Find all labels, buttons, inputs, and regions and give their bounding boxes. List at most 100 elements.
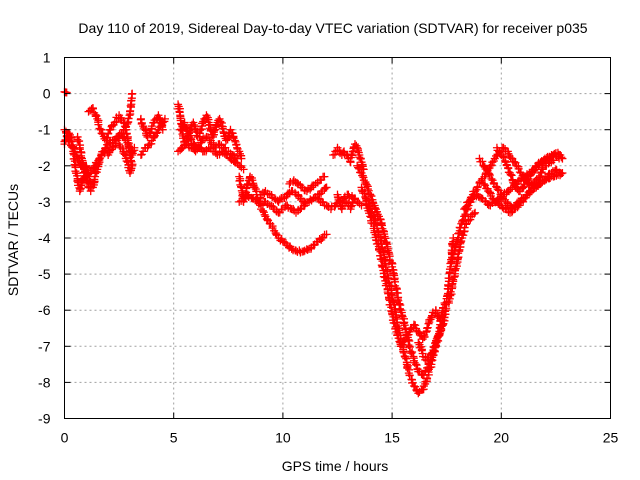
data-point (95, 124, 104, 133)
data-point (462, 202, 471, 211)
x-tick-label: 20 (494, 430, 510, 446)
data-point (470, 209, 479, 218)
data-point (499, 153, 508, 162)
data-point (414, 338, 423, 347)
data-point (194, 143, 203, 152)
data-point (215, 140, 224, 149)
data-point (399, 348, 408, 357)
data-point (473, 182, 482, 191)
data-point (348, 151, 357, 160)
data-point (412, 361, 421, 370)
data-point (506, 185, 515, 194)
data-point (456, 223, 465, 232)
data-point (196, 138, 205, 147)
data-point (390, 318, 399, 327)
x-tick-label: 0 (61, 430, 69, 446)
data-point (233, 154, 242, 163)
data-point (258, 206, 267, 215)
data-point (366, 212, 375, 221)
data-point (354, 146, 363, 155)
data-point (481, 164, 490, 173)
data-point (558, 154, 567, 163)
data-point (401, 353, 410, 362)
data-point (396, 342, 405, 351)
data-point (115, 140, 124, 149)
data-point (301, 199, 310, 208)
data-point (235, 149, 244, 158)
y-tick-label: 1 (43, 50, 51, 66)
data-point (322, 183, 331, 192)
data-point (485, 188, 494, 197)
data-point (429, 343, 438, 352)
data-point (426, 315, 435, 324)
data-point (494, 186, 503, 195)
data-point (375, 246, 384, 255)
data-point (287, 244, 296, 253)
data-point (384, 289, 393, 298)
data-point (89, 163, 98, 172)
x-tick-label: 10 (275, 430, 291, 446)
data-point (500, 156, 509, 165)
data-point (82, 178, 91, 187)
data-point (508, 206, 517, 215)
data-point (116, 142, 125, 151)
data-point (378, 263, 387, 272)
y-tick-label: -4 (38, 230, 51, 246)
data-point (260, 210, 269, 219)
data-point (285, 179, 294, 188)
y-tick-label: -6 (38, 302, 51, 318)
data-point (408, 347, 417, 356)
y-tick-label: -1 (38, 122, 51, 138)
data-point (558, 169, 567, 178)
data-point (160, 114, 169, 123)
data-point (218, 124, 227, 133)
y-tick-label: -7 (38, 338, 51, 354)
data-point (216, 117, 225, 126)
axis-ticks (64, 57, 611, 419)
data-point (354, 163, 363, 172)
data-point (536, 169, 545, 178)
chart-title: Day 110 of 2019, Sidereal Day-to-day VTE… (78, 20, 587, 36)
data-point (190, 121, 199, 130)
data-point (384, 295, 393, 304)
data-point (73, 135, 82, 144)
data-point (379, 272, 388, 281)
data-point (523, 176, 532, 185)
data-point (394, 334, 403, 343)
data-point (211, 149, 220, 158)
data-point (196, 126, 205, 135)
y-tick-label: -9 (38, 411, 51, 427)
y-tick-label: -2 (38, 158, 51, 174)
data-point (362, 180, 371, 189)
data-point (557, 153, 566, 162)
data-point (93, 114, 102, 123)
y-tick-label: -8 (38, 374, 51, 390)
data-point (231, 153, 240, 162)
data-point (94, 120, 103, 129)
x-axis-label: GPS time / hours (282, 458, 389, 474)
data-point (493, 185, 502, 194)
data-point (514, 164, 523, 173)
data-point (401, 335, 410, 344)
data-point (262, 214, 271, 223)
data-point (350, 194, 359, 203)
data-points (60, 87, 567, 398)
data-point (355, 153, 364, 162)
data-point (297, 196, 306, 205)
data-point (464, 197, 473, 206)
data-point (485, 169, 494, 178)
data-point (230, 136, 239, 145)
data-point (507, 171, 516, 180)
data-point (513, 198, 522, 207)
data-point (86, 187, 95, 196)
data-point (99, 147, 108, 156)
x-tick-label: 5 (170, 430, 178, 446)
data-point (431, 306, 440, 315)
data-point (540, 176, 549, 185)
data-point (479, 179, 488, 188)
data-point (382, 239, 391, 248)
data-point (403, 364, 412, 373)
data-point (354, 164, 363, 173)
data-point (210, 126, 219, 135)
data-point (461, 203, 470, 212)
